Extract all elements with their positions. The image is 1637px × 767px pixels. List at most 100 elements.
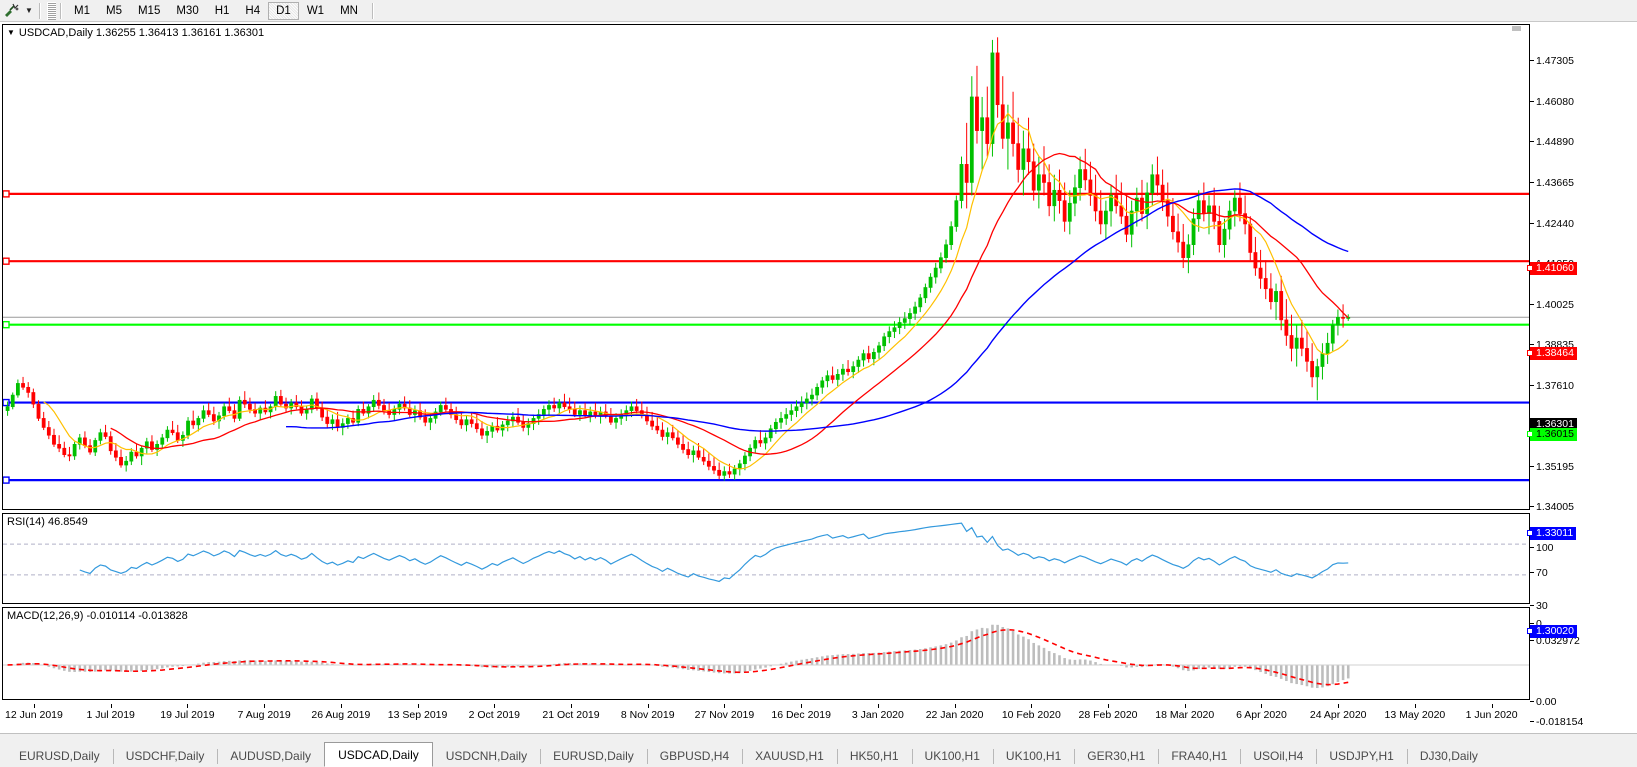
tick-mark: [1530, 701, 1534, 702]
chart-tab-gbpusd-h4[interactable]: GBPUSD,H4: [646, 745, 742, 767]
timeframe-button-m1[interactable]: M1: [74, 4, 90, 17]
macd-indicator-panel[interactable]: MACD(12,26,9) -0.010114 -0.013828: [2, 607, 1530, 700]
timeframe-button-d1[interactable]: D1: [268, 1, 299, 20]
price-tick: 1.44890: [1530, 137, 1574, 147]
time-tick-mark: [187, 704, 189, 708]
rsi-tick: 30: [1530, 601, 1548, 611]
rsi-axis-scale[interactable]: 100 70 30 0: [1530, 535, 1637, 629]
macd-tick-label: 0.032972: [1536, 635, 1580, 647]
time-tick-label: 13 May 2020: [1384, 709, 1446, 721]
time-axis-scale[interactable]: 12 Jun 2019 1 Jul 2019 19 Jul 2019 7 Aug 20…: [2, 704, 1530, 728]
time-tick-label: 7 Aug 2019: [237, 709, 291, 721]
timeframe-toolbar: ▼ M1 M5 M15 M30 H1 H4 D1 W1 MN: [0, 0, 1637, 22]
toolbar-separator-2: [60, 2, 62, 19]
price-tick-label: 1.35195: [1536, 461, 1574, 473]
rsi-tick-label: 70: [1536, 567, 1548, 579]
level-value: 1.36301: [1536, 418, 1574, 430]
rsi-plot: [3, 522, 1529, 583]
timeframe-button-mn[interactable]: MN: [340, 4, 358, 17]
macd-axis-scale[interactable]: 0.032972 0.00 -0.018154: [1530, 629, 1637, 727]
time-tick-label: 3 Jan 2020: [851, 709, 904, 721]
price-tick: 1.34005: [1530, 502, 1574, 512]
crosshair-cursor-icon[interactable]: [1, 1, 23, 21]
chart-tab-eurusd-daily[interactable]: EURUSD,Daily: [19, 749, 100, 763]
time-tick-mark: [264, 704, 266, 708]
rsi-label: RSI(14) 46.8549: [7, 516, 88, 528]
chart-tab-bar: EURUSD,Daily USDCHF,Daily AUDUSD,Daily USDC…: [0, 733, 1637, 767]
triangle-down-icon[interactable]: ▼: [7, 28, 15, 37]
timeframe-button-m5[interactable]: M5: [105, 4, 122, 17]
time-tick-mark: [954, 704, 956, 708]
time-tick-label: 6 Apr 2020: [1236, 709, 1287, 721]
support-level-2-tag[interactable]: 1.30020: [1527, 625, 1577, 638]
time-tick-mark: [724, 704, 726, 708]
tick-mark: [1530, 101, 1534, 102]
time-tick-mark: [1031, 704, 1033, 708]
time-tick-mark: [494, 704, 496, 708]
time-tick-mark: [1338, 704, 1340, 708]
level-drag-handle[interactable]: [1527, 265, 1533, 271]
timeframe-button-w1[interactable]: W1: [306, 4, 325, 17]
chart-area[interactable]: ▼ USDCAD,Daily 1.36255 1.36413 1.36161 1.…: [0, 22, 1637, 733]
chart-tab-eurusd-daily[interactable]: EURUSD,Daily: [540, 745, 647, 767]
support-level-1-tag[interactable]: 1.33011: [1527, 527, 1577, 540]
chart-scroll-nub[interactable]: [1512, 26, 1521, 31]
chart-tab-fra40-h1[interactable]: FRA40,H1: [1158, 745, 1240, 767]
drag-grip-icon[interactable]: [47, 1, 56, 20]
chevron-down-icon[interactable]: ▼: [25, 6, 33, 15]
level-value: 1.41060: [1536, 262, 1574, 274]
chart-tab-dj30-daily[interactable]: DJ30,Daily: [1406, 745, 1491, 767]
chart-tab-ger30-h1[interactable]: GER30,H1: [1074, 745, 1158, 767]
price-tick-label: 1.37610: [1536, 380, 1574, 392]
tick-mark: [1530, 223, 1534, 224]
price-tick-label: 1.44890: [1536, 136, 1574, 148]
chart-tab-uk100-h1[interactable]: UK100,H1: [992, 745, 1074, 767]
timeframe-button-h1[interactable]: H1: [214, 4, 230, 17]
tick-mark: [1530, 721, 1534, 722]
macd-tick: 0.032972: [1530, 636, 1580, 646]
time-tick-mark: [340, 704, 342, 708]
time-tick-mark: [1414, 704, 1416, 708]
time-tick-mark: [33, 704, 35, 708]
timeframe-button-group: M1 M5 M15 M30 H1 H4 D1 W1 MN: [66, 1, 366, 20]
time-tick-mark: [1184, 704, 1186, 708]
chart-tab-usdchf-daily[interactable]: USDCHF,Daily: [112, 745, 218, 767]
level-value: 1.30020: [1536, 625, 1574, 637]
macd-tick: -0.018154: [1530, 717, 1583, 727]
price-chart-panel[interactable]: ▼ USDCAD,Daily 1.36255 1.36413 1.36161 1.…: [2, 24, 1530, 510]
level-drag-handle[interactable]: [1527, 350, 1533, 356]
tick-mark: [1530, 385, 1534, 386]
resistance-level-2-tag[interactable]: 1.38464: [1527, 347, 1577, 360]
macd-tick-label: -0.018154: [1536, 716, 1584, 728]
price-tick-label: 1.47305: [1536, 55, 1574, 67]
timeframe-button-h4[interactable]: H4: [245, 4, 261, 17]
chart-tab-uk100-h1[interactable]: UK100,H1: [911, 745, 993, 767]
chart-tab-usdcnh-daily[interactable]: USDCNH,Daily: [445, 749, 528, 763]
tick-mark: [1530, 506, 1534, 507]
symbol-ohlc-text: USDCAD,Daily 1.36255 1.36413 1.36161 1.3…: [18, 27, 265, 39]
chart-tab-hk50-h1[interactable]: HK50,H1: [836, 745, 912, 767]
rsi-tick: 70: [1530, 568, 1548, 578]
resistance-level-1-tag[interactable]: 1.41060: [1527, 262, 1577, 275]
timeframe-button-m30[interactable]: M30: [176, 4, 199, 17]
price-axis-scale[interactable]: 1.473051.460801.448901.436651.424401.412…: [1527, 44, 1637, 674]
macd-label: MACD(12,26,9) -0.010114 -0.013828: [7, 610, 188, 622]
chart-tab-xauusd-h1[interactable]: XAUUSD,H1: [742, 745, 837, 767]
level-drag-handle[interactable]: [1527, 628, 1533, 634]
tick-mark: [1530, 572, 1534, 573]
time-tick-label: 16 Dec 2019: [771, 709, 831, 721]
chart-tab-usdjpy-h1[interactable]: USDJPY,H1: [1316, 745, 1406, 767]
price-tick: 1.42440: [1530, 219, 1574, 229]
chart-tab-usdcad-daily[interactable]: USDCAD,Daily: [324, 742, 433, 767]
chart-tab-audusd-daily[interactable]: AUDUSD,Daily: [217, 745, 324, 767]
time-tick-label: 1 Jun 2020: [1465, 709, 1518, 721]
rsi-indicator-panel[interactable]: RSI(14) 46.8549: [2, 513, 1530, 604]
support-level-green-tag[interactable]: 1.36015: [1527, 428, 1577, 441]
last-price-tag-tag[interactable]: 1.36301: [1530, 418, 1577, 431]
chart-quote-label: ▼ USDCAD,Daily 1.36255 1.36413 1.36161 1.…: [7, 27, 264, 39]
price-tick: 1.46080: [1530, 97, 1574, 107]
level-drag-handle[interactable]: [1527, 530, 1533, 536]
timeframe-button-m15[interactable]: M15: [137, 4, 161, 17]
level-drag-handle[interactable]: [1527, 431, 1533, 437]
chart-tab-usoil-h4[interactable]: USOil,H4: [1240, 745, 1316, 767]
